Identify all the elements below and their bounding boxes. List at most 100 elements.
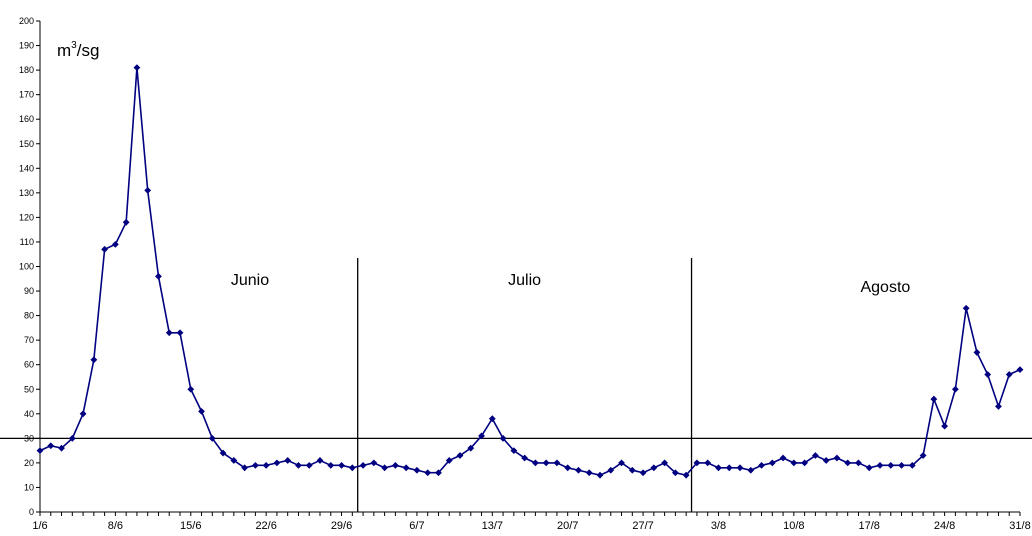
data-point bbox=[758, 461, 765, 469]
y-tick-label: 180 bbox=[19, 65, 34, 75]
data-point bbox=[305, 461, 313, 469]
data-point bbox=[962, 304, 970, 312]
series bbox=[36, 64, 1024, 479]
data-point bbox=[876, 461, 884, 469]
data-point bbox=[984, 371, 992, 378]
y-axis-ticks: 0102030405060708090100110120130140150160… bbox=[19, 16, 40, 517]
data-point bbox=[1005, 371, 1013, 378]
data-point bbox=[844, 459, 852, 467]
data-point bbox=[36, 447, 44, 455]
data-point bbox=[488, 415, 496, 423]
data-point bbox=[661, 459, 669, 467]
y-tick-label: 20 bbox=[24, 458, 34, 468]
y-tick-label: 40 bbox=[24, 409, 34, 419]
data-point bbox=[919, 452, 927, 459]
data-point bbox=[58, 444, 65, 452]
data-point bbox=[478, 432, 485, 440]
x-tick-label: 15/6 bbox=[180, 520, 201, 532]
data-point bbox=[262, 461, 270, 469]
x-tick-label: 1/6 bbox=[32, 520, 47, 532]
data-point bbox=[790, 459, 798, 467]
data-point bbox=[284, 457, 292, 464]
data-point bbox=[316, 457, 324, 464]
x-tick-label: 24/8 bbox=[934, 520, 955, 532]
data-point bbox=[930, 395, 938, 403]
data-point bbox=[424, 469, 432, 477]
data-point bbox=[941, 422, 949, 430]
data-point bbox=[542, 459, 550, 467]
data-point bbox=[704, 459, 712, 467]
data-point bbox=[79, 410, 87, 418]
x-tick-label: 29/6 bbox=[331, 520, 352, 532]
y-tick-label: 60 bbox=[24, 360, 34, 370]
data-point bbox=[198, 407, 205, 415]
data-point bbox=[564, 464, 572, 472]
y-tick-label: 190 bbox=[19, 41, 34, 51]
x-tick-label: 22/6 bbox=[255, 520, 276, 532]
y-tick-label: 170 bbox=[19, 90, 34, 100]
y-tick-label: 10 bbox=[24, 482, 34, 492]
data-point bbox=[144, 186, 152, 194]
data-point bbox=[219, 449, 227, 457]
y-tick-label: 100 bbox=[19, 262, 34, 272]
data-point bbox=[553, 459, 561, 467]
data-point bbox=[887, 461, 895, 469]
data-point bbox=[391, 461, 399, 469]
data-point bbox=[176, 329, 184, 337]
x-tick-label: 6/7 bbox=[409, 520, 424, 532]
data-point bbox=[575, 466, 582, 474]
data-point bbox=[768, 459, 776, 467]
x-tick-label: 20/7 bbox=[557, 520, 578, 532]
y-tick-label: 200 bbox=[19, 16, 34, 26]
data-point bbox=[165, 329, 173, 337]
y-tick-label: 50 bbox=[24, 384, 34, 394]
data-point bbox=[607, 466, 615, 474]
data-point bbox=[822, 457, 830, 464]
data-point bbox=[510, 447, 518, 455]
data-point bbox=[671, 469, 679, 477]
data-point bbox=[208, 434, 216, 442]
data-point bbox=[725, 464, 733, 472]
data-point bbox=[90, 356, 98, 364]
data-point bbox=[715, 464, 722, 472]
y-tick-label: 120 bbox=[19, 212, 34, 222]
data-point bbox=[101, 245, 109, 253]
data-point bbox=[951, 385, 959, 393]
y-tick-label: 70 bbox=[24, 335, 34, 345]
chart-labels: m3/sg Junio Julio Agosto bbox=[57, 40, 910, 296]
data-point bbox=[381, 464, 389, 472]
data-point bbox=[865, 464, 873, 472]
data-point bbox=[995, 403, 1002, 410]
data-point bbox=[499, 434, 507, 442]
data-point bbox=[585, 469, 593, 477]
data-point bbox=[628, 466, 636, 474]
data-point bbox=[295, 461, 302, 469]
data-point bbox=[402, 464, 410, 472]
data-point bbox=[111, 241, 119, 248]
data-point bbox=[908, 461, 916, 469]
y-tick-label: 0 bbox=[29, 507, 34, 517]
data-point bbox=[467, 444, 475, 452]
month-label: Julio bbox=[508, 272, 541, 289]
data-point bbox=[811, 452, 819, 459]
data-point bbox=[435, 469, 442, 477]
data-point bbox=[413, 466, 421, 474]
y-tick-label: 140 bbox=[19, 163, 34, 173]
y-tick-label: 160 bbox=[19, 114, 34, 124]
x-tick-label: 27/7 bbox=[632, 520, 653, 532]
data-point bbox=[187, 385, 195, 393]
data-point bbox=[359, 461, 367, 469]
data-point bbox=[273, 459, 281, 467]
data-point bbox=[155, 272, 162, 280]
data-point bbox=[241, 464, 249, 472]
data-point bbox=[456, 452, 464, 459]
data-point bbox=[1016, 366, 1024, 374]
data-point bbox=[779, 454, 787, 462]
data-point bbox=[338, 461, 345, 469]
data-point bbox=[370, 459, 378, 467]
data-point bbox=[133, 64, 141, 72]
data-point bbox=[445, 457, 453, 464]
x-tick-label: 31/8 bbox=[1009, 520, 1030, 532]
y-tick-label: 130 bbox=[19, 188, 34, 198]
